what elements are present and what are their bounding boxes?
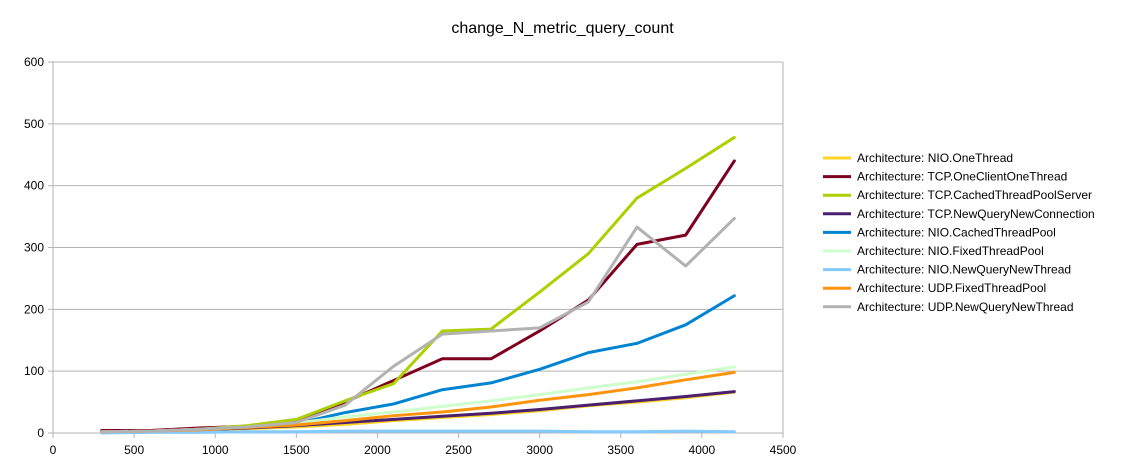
legend-label-4: Architecture: TCP.NewQueryNewConnection	[857, 207, 1095, 221]
y-tick-label: 100	[24, 364, 44, 378]
legend-label-9: Architecture: UDP.NewQueryNewThread	[857, 300, 1074, 314]
legend: Architecture: NIO.OneThread Architecture:…	[823, 151, 1095, 314]
x-tick-label: 500	[124, 443, 144, 457]
series-line-9	[100, 216, 736, 434]
series-line-5	[100, 294, 736, 434]
series-line-2	[100, 159, 736, 433]
axes	[48, 61, 784, 438]
tick-labels: 0 100 200 300 400 500 600 0 500 1000 1500 2000 2500 3…	[24, 55, 797, 457]
y-tick-label: 300	[24, 241, 44, 255]
chart-title: change_N_metric_query_count	[451, 20, 674, 37]
x-tick-label: 3000	[526, 443, 553, 457]
series-line-7	[100, 429, 736, 435]
x-tick-label: 1000	[202, 443, 229, 457]
x-tick-label: 4500	[770, 443, 797, 457]
y-tick-label: 600	[24, 55, 44, 69]
legend-label-6: Architecture: NIO.FixedThreadPool	[857, 244, 1044, 258]
y-tick-label: 500	[24, 117, 44, 131]
y-tick-label: 200	[24, 302, 44, 316]
x-tick-label: 2500	[445, 443, 472, 457]
legend-label-1: Architecture: NIO.OneThread	[857, 151, 1013, 165]
legend-label-5: Architecture: NIO.CachedThreadPool	[857, 225, 1056, 239]
x-tick-label: 4000	[689, 443, 716, 457]
x-tick-label: 2000	[364, 443, 391, 457]
series-layer	[100, 135, 736, 435]
x-tick-label: 1500	[283, 443, 310, 457]
x-tick-label: 0	[50, 443, 57, 457]
legend-label-3: Architecture: TCP.CachedThreadPoolServer	[857, 188, 1092, 202]
x-tick-label: 3500	[607, 443, 634, 457]
legend-label-8: Architecture: UDP.FixedThreadPool	[857, 281, 1046, 295]
legend-label-2: Architecture: TCP.OneClientOneThread	[857, 170, 1067, 184]
y-tick-label: 400	[24, 179, 44, 193]
y-tick-label: 0	[37, 426, 44, 440]
legend-label-7: Architecture: NIO.NewQueryNewThread	[857, 263, 1071, 277]
